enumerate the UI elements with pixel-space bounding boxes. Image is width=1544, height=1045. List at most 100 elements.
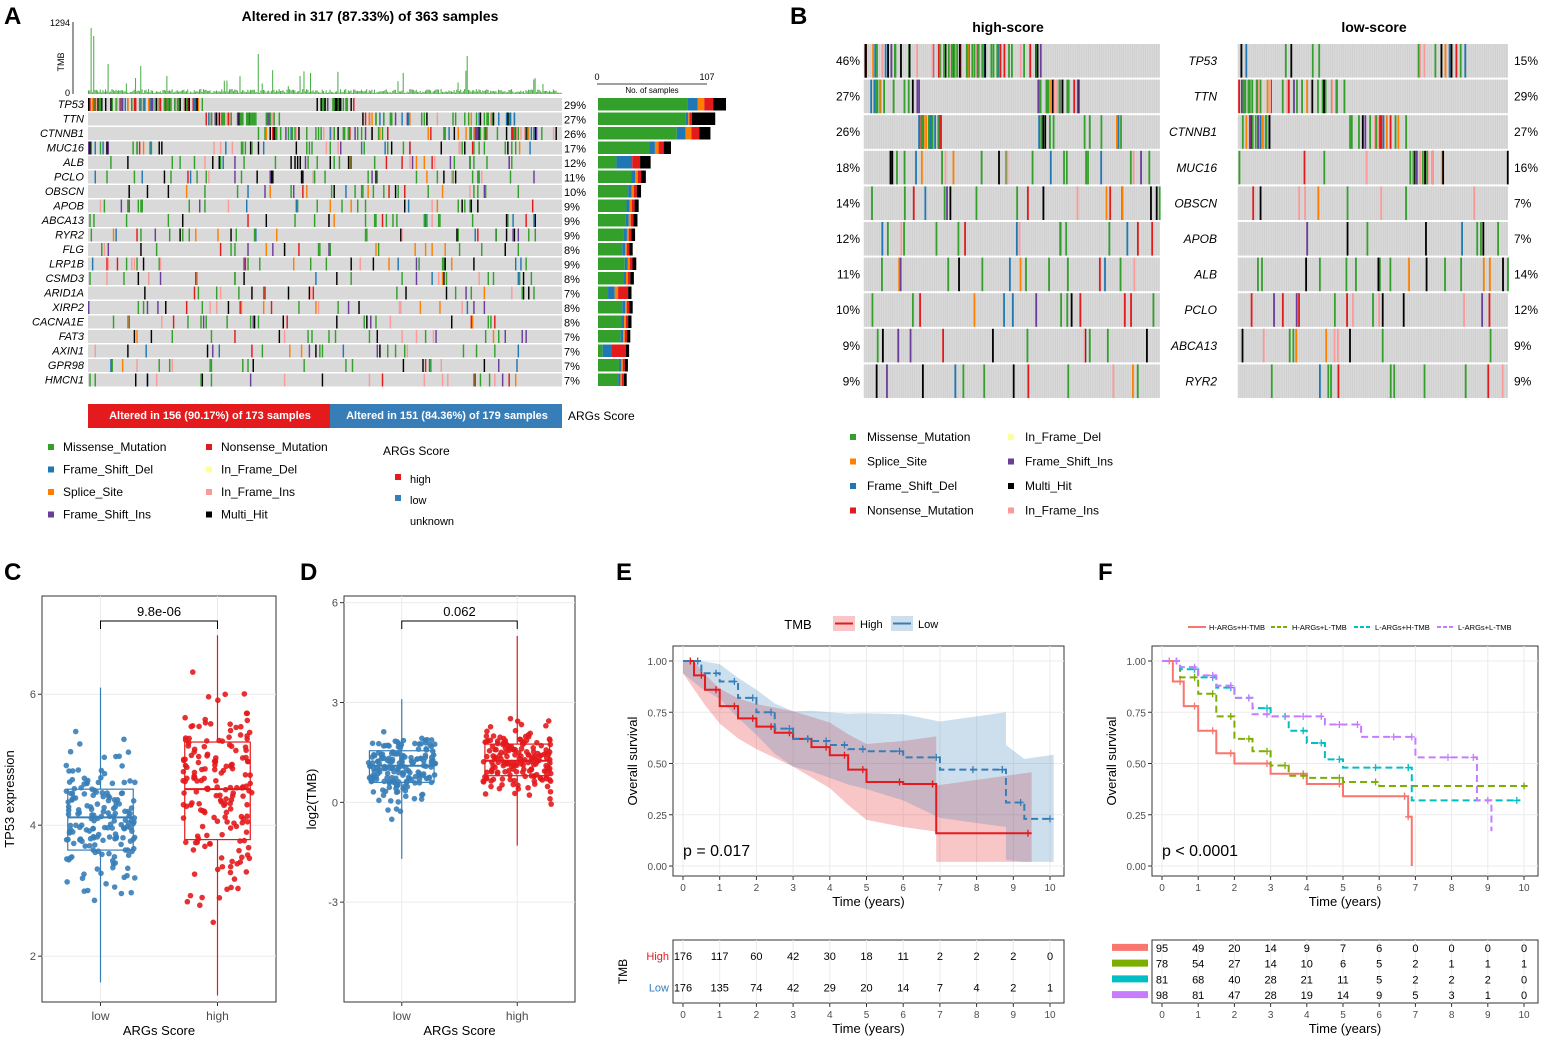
tmb-bar — [508, 90, 509, 94]
mutation-cell — [493, 113, 494, 126]
data-point — [191, 847, 197, 853]
low-mutation-cell — [1306, 80, 1308, 114]
mutation-cell — [320, 127, 321, 140]
mutation-cell — [306, 127, 307, 140]
data-point — [233, 725, 239, 731]
high-mutation-cell — [1049, 115, 1051, 149]
mutation-cell — [461, 142, 462, 155]
high-mutation-cell — [974, 293, 976, 327]
mutation-cell — [490, 113, 491, 126]
tmb-bar — [212, 93, 213, 94]
mutation-cell — [306, 142, 307, 155]
data-point — [91, 834, 97, 840]
high-mutation-cell — [942, 329, 944, 363]
tmb-bar — [203, 89, 204, 94]
tmb-bar — [118, 90, 119, 94]
data-point — [243, 772, 249, 778]
tmb-bar — [490, 91, 491, 94]
low-mutation-cell — [1245, 115, 1247, 149]
mutation-cell — [89, 142, 90, 155]
mutation-cell — [337, 127, 338, 140]
tmb-bar — [424, 92, 425, 94]
gene-label: FAT3 — [59, 331, 85, 343]
mutation-cell — [505, 330, 506, 343]
low-mutation-cell — [1426, 258, 1428, 292]
mutation-cell — [243, 272, 244, 285]
mutation-cell — [434, 156, 435, 169]
tmb-bar — [262, 83, 263, 94]
low-row-bg — [1238, 186, 1508, 220]
low-mutation-cell — [1412, 151, 1414, 185]
tmb-bar — [349, 91, 350, 94]
data-point — [240, 820, 246, 826]
mutation-cell — [353, 98, 354, 111]
tmb-bar — [357, 91, 358, 94]
high-mutation-cell — [887, 222, 889, 256]
tmb-bar — [384, 90, 385, 94]
tmb-bar — [397, 81, 398, 94]
mutation-cell — [536, 127, 537, 140]
mutation-cell — [480, 374, 481, 387]
mutation-cell — [222, 156, 223, 169]
data-point — [202, 844, 208, 850]
mutation-cell — [498, 359, 499, 372]
mutation-cell — [309, 345, 310, 358]
mutation-cell — [330, 243, 331, 256]
tmb-bar — [330, 90, 331, 94]
mutation-cell — [433, 330, 434, 343]
low-mutation-cell — [1317, 186, 1319, 220]
mutation-cell — [318, 243, 319, 256]
mutation-cell — [431, 214, 432, 227]
mutation-cell — [430, 359, 431, 372]
gene-bar-segment — [704, 98, 713, 111]
mutation-cell — [134, 98, 135, 111]
mutation-cell — [271, 301, 272, 314]
mutation-cell — [172, 359, 173, 372]
low-mutation-cell — [1380, 186, 1382, 220]
gene-bar-segment — [688, 113, 689, 126]
high-mutation-cell — [870, 80, 872, 114]
low-mutation-cell — [1266, 115, 1268, 149]
low-mutation-cell — [1306, 222, 1308, 256]
tmb-bar — [241, 92, 242, 94]
tmb-bar — [233, 91, 234, 94]
tmb-bar — [126, 83, 127, 94]
data-point — [240, 755, 246, 761]
mutation-cell — [451, 316, 452, 329]
mutation-cell — [258, 316, 259, 329]
data-point — [112, 884, 118, 890]
tmb-bar — [345, 89, 346, 94]
data-point — [222, 814, 228, 820]
tmb-bar — [451, 91, 452, 94]
gene-bar-segment — [628, 258, 630, 271]
tmb-bar — [360, 91, 361, 94]
high-mutation-cell — [1053, 115, 1055, 149]
data-point — [85, 778, 91, 784]
data-point — [381, 793, 387, 799]
tmb-bar — [279, 89, 280, 94]
tmb-bar — [411, 89, 412, 94]
tmb-bar — [254, 90, 255, 94]
group-annotation-label: ARGs Score — [568, 409, 635, 423]
low-mutation-cell — [1338, 364, 1340, 398]
mutation-cell — [211, 113, 212, 126]
gene-label: MUC16 — [47, 143, 85, 155]
data-point — [229, 859, 235, 865]
tmb-bar — [220, 92, 221, 94]
mutation-cell — [383, 185, 384, 198]
mutation-cell — [391, 113, 392, 126]
tmb-bar — [365, 91, 366, 94]
mutation-cell — [328, 214, 329, 227]
tmb-bar — [323, 91, 324, 94]
low-mutation-cell — [1260, 186, 1262, 220]
tmb-bar — [519, 92, 520, 94]
low-mutation-cell — [1455, 44, 1457, 78]
tmb-bar — [263, 90, 264, 94]
mutation-cell — [514, 113, 515, 126]
tmb-bar — [89, 90, 90, 94]
data-point — [121, 780, 127, 786]
tmb-bar — [230, 89, 231, 94]
data-point — [211, 815, 217, 821]
mutation-cell — [350, 200, 351, 213]
mutation-cell — [221, 113, 222, 126]
